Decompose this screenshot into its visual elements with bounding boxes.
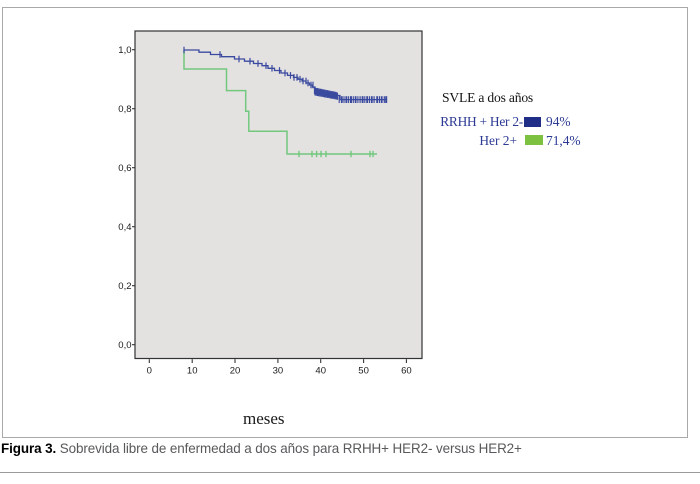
svg-text:0: 0 — [147, 366, 152, 377]
svg-text:30: 30 — [273, 366, 284, 377]
svg-text:20: 20 — [230, 366, 241, 377]
svg-text:10: 10 — [187, 366, 198, 377]
svg-text:1,0: 1,0 — [118, 45, 131, 56]
svg-text:0,4: 0,4 — [118, 222, 131, 233]
svg-text:60: 60 — [401, 366, 412, 377]
svg-text:50: 50 — [358, 366, 369, 377]
svg-text:0,2: 0,2 — [118, 281, 131, 292]
svg-text:0,6: 0,6 — [118, 163, 131, 174]
svg-text:0,0: 0,0 — [118, 340, 131, 351]
svg-text:40: 40 — [315, 366, 326, 377]
svg-text:0,8: 0,8 — [118, 104, 131, 115]
